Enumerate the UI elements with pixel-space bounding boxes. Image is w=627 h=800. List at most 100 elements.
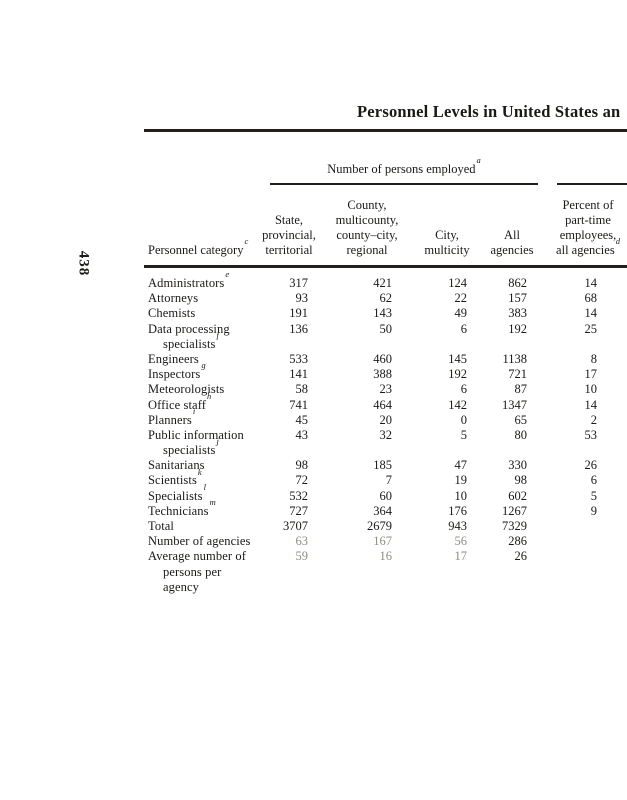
row-value: 5 [460, 427, 467, 442]
row-value: 10 [454, 488, 468, 503]
row-label: Techniciansm [148, 497, 216, 518]
table-row: specialistsj [145, 436, 627, 458]
row-value: 2679 [367, 519, 392, 533]
row-value: 191 [289, 306, 308, 321]
row-value: 460 [373, 351, 392, 366]
table-row: Meteorologists 58 23 6 87 10 [145, 382, 627, 397]
row-value: 532 [289, 488, 308, 503]
title-rule [144, 129, 627, 132]
row-value: 65 [514, 412, 528, 427]
footnote-mark-g: g [201, 360, 206, 371]
table-row: Sanitarians 98 185 47 330 26 [145, 458, 627, 473]
row-value: 141 [289, 367, 308, 382]
footnote-mark-j: j [216, 436, 219, 447]
row-value: 53 [584, 427, 598, 442]
row-label: Office staffh [148, 390, 212, 412]
row-value: 6 [590, 473, 597, 488]
row-value: 192 [508, 321, 527, 336]
page-title: Personnel Levels in United States an [357, 102, 621, 121]
row-value: 63 [295, 534, 309, 549]
row-value: 317 [289, 276, 308, 290]
row-value: 20 [379, 412, 393, 427]
row-value: 58 [295, 382, 309, 397]
table-row: Inspectorsg 141 388 192 721 17 [145, 361, 627, 382]
row-label: Public information [148, 427, 244, 442]
row-value: 1138 [502, 351, 527, 366]
row-value: 145 [448, 351, 467, 366]
row-value: 49 [454, 306, 468, 321]
row-value: 26 [584, 458, 598, 473]
table-row: Plannersi 45 20 0 65 2 [145, 406, 627, 428]
row-label: specialistsf [163, 330, 219, 351]
row-value: 80 [514, 427, 528, 442]
row-value: 59 [295, 549, 309, 564]
footnote-mark-h: h [207, 390, 212, 401]
table-row: Attorneys 93 62 22 157 68 [145, 291, 627, 306]
row-value: 464 [373, 397, 392, 412]
row-label: specialistsj [163, 436, 219, 458]
row-value: 68 [584, 291, 598, 306]
row-value: 87 [514, 382, 528, 397]
footnote-mark-d: d [615, 236, 620, 247]
table-row: Number of agencies 63 167 56 286 [145, 534, 627, 549]
row-value: 727 [289, 503, 308, 518]
table-row: Office staffh 741 464 142 1347 14 [145, 390, 627, 413]
row-label: Attorneys [148, 291, 199, 306]
row-value: 9 [590, 503, 597, 518]
footnote-mark-a: a [476, 155, 481, 166]
footnote-mark-m: m [209, 497, 216, 508]
row-label: persons per [163, 564, 222, 579]
row-value: 17 [584, 367, 598, 382]
spanner-text: Number of persons employed [327, 162, 476, 176]
row-value: 56 [454, 534, 468, 549]
row-value: 72 [295, 473, 309, 488]
row-value: 98 [514, 473, 528, 488]
row-label: Plannersi [148, 406, 196, 427]
row-value: 157 [508, 291, 527, 306]
column-header-percent-part-time: Percent of part-time employees, all agen… [556, 198, 620, 257]
row-label: Chemists [148, 306, 196, 321]
row-value: 330 [508, 458, 527, 473]
spanner-rule-employed [270, 183, 538, 185]
page-number: 438 [75, 250, 92, 277]
row-value: 25 [584, 321, 598, 336]
row-value: 50 [379, 321, 393, 336]
row-value: 14 [584, 397, 598, 412]
row-value: 62 [379, 291, 393, 306]
row-value: 2 [590, 412, 597, 427]
row-value: 93 [295, 291, 309, 306]
row-value: 14 [584, 306, 598, 321]
row-value: 1267 [502, 503, 527, 518]
row-label: Average number of [148, 549, 246, 564]
row-value: 5 [590, 488, 597, 503]
row-label: Total [148, 519, 175, 533]
column-header-state: State, provincial, territorial [262, 213, 316, 257]
row-value: 136 [289, 321, 308, 336]
table-row: persons per [145, 565, 627, 580]
row-value: 98 [295, 458, 309, 473]
row-value: 10 [584, 382, 598, 397]
footnote-mark-c: c [244, 236, 249, 247]
row-value: 602 [508, 488, 527, 503]
spanner-heading: Number of persons employeda [327, 156, 480, 177]
row-value: 124 [448, 276, 467, 290]
row-value: 533 [289, 351, 308, 366]
row-value: 143 [373, 306, 392, 321]
row-value: 7 [385, 473, 392, 488]
row-label: Sanitarians [148, 458, 205, 473]
footnote-mark-k: k [197, 466, 202, 477]
row-value: 14 [584, 276, 598, 290]
row-value: 176 [448, 503, 467, 518]
table-row: Techniciansm 727 364 176 1267 9 [145, 497, 627, 519]
table-row: Scientistsk 72 7 19 98 6 [145, 466, 627, 488]
row-value: 6 [460, 382, 467, 397]
row-value: 7329 [502, 519, 527, 533]
row-label: Engineers [148, 351, 199, 366]
row-value: 1347 [502, 397, 527, 412]
row-label: Number of agencies [148, 534, 251, 549]
row-value: 286 [508, 534, 527, 549]
row-label: Scientistsk [148, 466, 202, 488]
column-header-personnel-category: Personnel categoryc [148, 236, 249, 257]
footnote-mark-e: e [225, 269, 230, 280]
